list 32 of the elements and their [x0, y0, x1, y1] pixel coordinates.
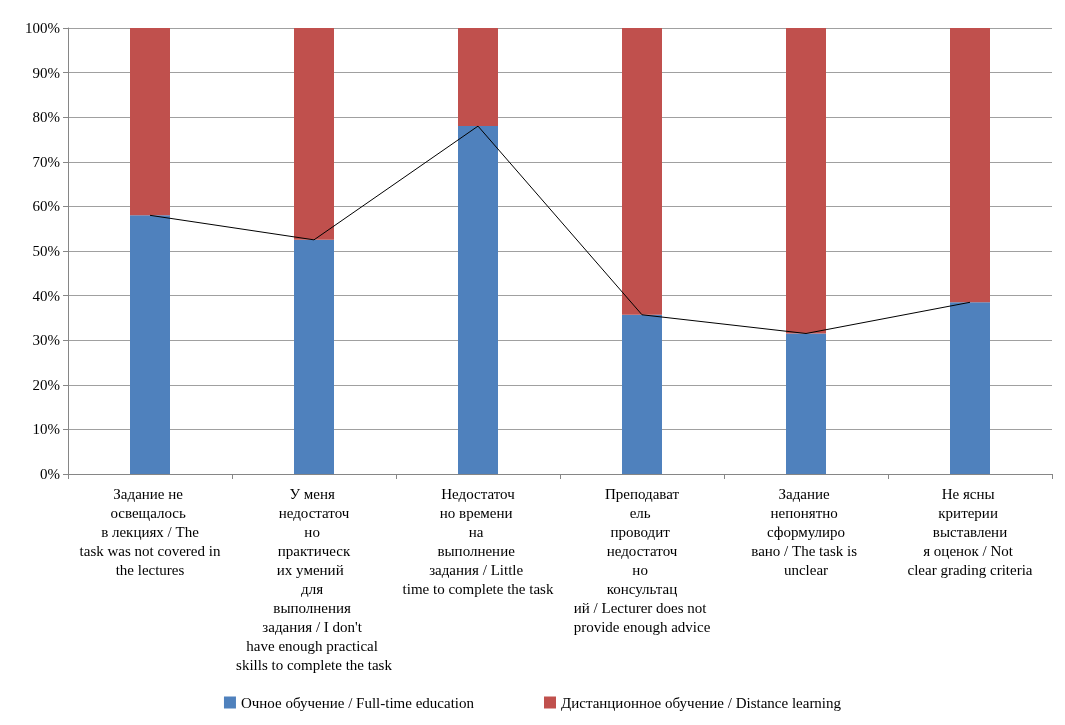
x-tick-label: Недостаточно времени на выполнение задания / Little time to complete the task [402, 485, 554, 597]
line-series [149, 125, 971, 335]
bar [130, 28, 170, 216]
bar [786, 333, 826, 474]
bar [950, 302, 990, 474]
category-label: У меня недостаточно практических умений для выполнения задания / I don't have enough practical skills to complete the task [236, 485, 392, 673]
x-tick-label: Преподаватель проводит недостаточно консультаций / Lecturer does not provide enough advice [573, 485, 711, 635]
bar [622, 314, 662, 474]
y-tick-label: 40% [32, 287, 60, 304]
y-tick-label: 0% [40, 466, 60, 482]
y-tick-label: 90% [32, 64, 60, 81]
bar [786, 28, 826, 334]
bar [294, 28, 334, 240]
bar [294, 239, 334, 474]
bar [130, 215, 170, 474]
y-tick-label: 30% [32, 332, 60, 349]
bar [458, 126, 498, 474]
bar [950, 28, 990, 303]
y-tick-label: 100% [25, 20, 60, 36]
y-tick-label: 20% [32, 376, 60, 393]
bar [622, 28, 662, 315]
y-tick-label: 50% [32, 243, 60, 259]
legend-label: Дистанционное обучение / Distance learning [560, 694, 842, 711]
y-tick-label: 80% [32, 109, 60, 126]
y-tick-label: 10% [32, 421, 60, 438]
y-tick-label: 60% [32, 198, 60, 215]
x-tick-label: Задание непонятно сформулировано / The task is unclear [751, 485, 861, 578]
legend-label: Очное обучение / Full-time education [240, 694, 475, 711]
y-tick-label: 70% [32, 153, 60, 170]
bar [458, 28, 498, 127]
x-tick-label: Не ясны критерии выставления оценок / Not clear grading criteria [907, 485, 1033, 578]
x-tick-label: Задание не освещалось в лекциях / The task was not covered in the lectures [75, 485, 225, 578]
